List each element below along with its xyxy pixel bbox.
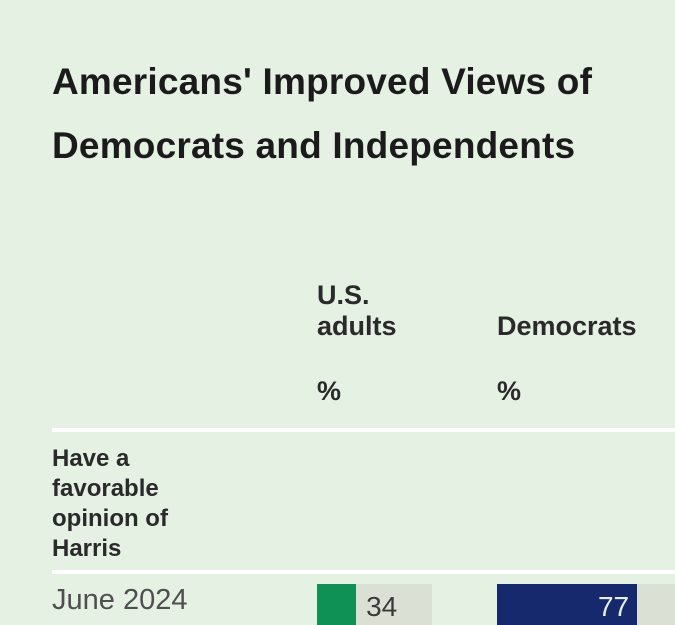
bar-us-adults: 34	[317, 584, 432, 625]
row-group-label-line: favorable	[52, 475, 159, 502]
chart-title-line-2: Democrats and Independents	[52, 125, 576, 166]
row-period-label: June 2024	[52, 584, 188, 616]
column-header-us-adults: U.S. adults	[317, 280, 397, 341]
row-group-label: Have a favorable opinion of Harris	[52, 444, 232, 564]
row-group-label-line: opinion of	[52, 505, 168, 532]
chart-title: Americans' Improved Views of Democrats a…	[52, 50, 675, 178]
divider-bottom	[52, 570, 675, 574]
column-header-democrats: Democrats	[497, 311, 637, 341]
bar-value-us-adults: 34	[366, 591, 398, 622]
unit-label-us-adults: %	[317, 376, 342, 406]
bar-fill-us-adults	[317, 584, 357, 625]
row-group-label-line: Harris	[52, 535, 122, 562]
bar-democrats: 77	[497, 584, 675, 625]
bar-value-democrats: 77	[597, 591, 630, 622]
bar-fill-democrats: 77	[497, 584, 638, 625]
chart-title-line-1: Americans' Improved Views of	[52, 61, 593, 102]
unit-label-democrats: %	[497, 376, 522, 406]
row-group-label-line: Have a	[52, 445, 130, 472]
divider-top	[52, 428, 675, 432]
